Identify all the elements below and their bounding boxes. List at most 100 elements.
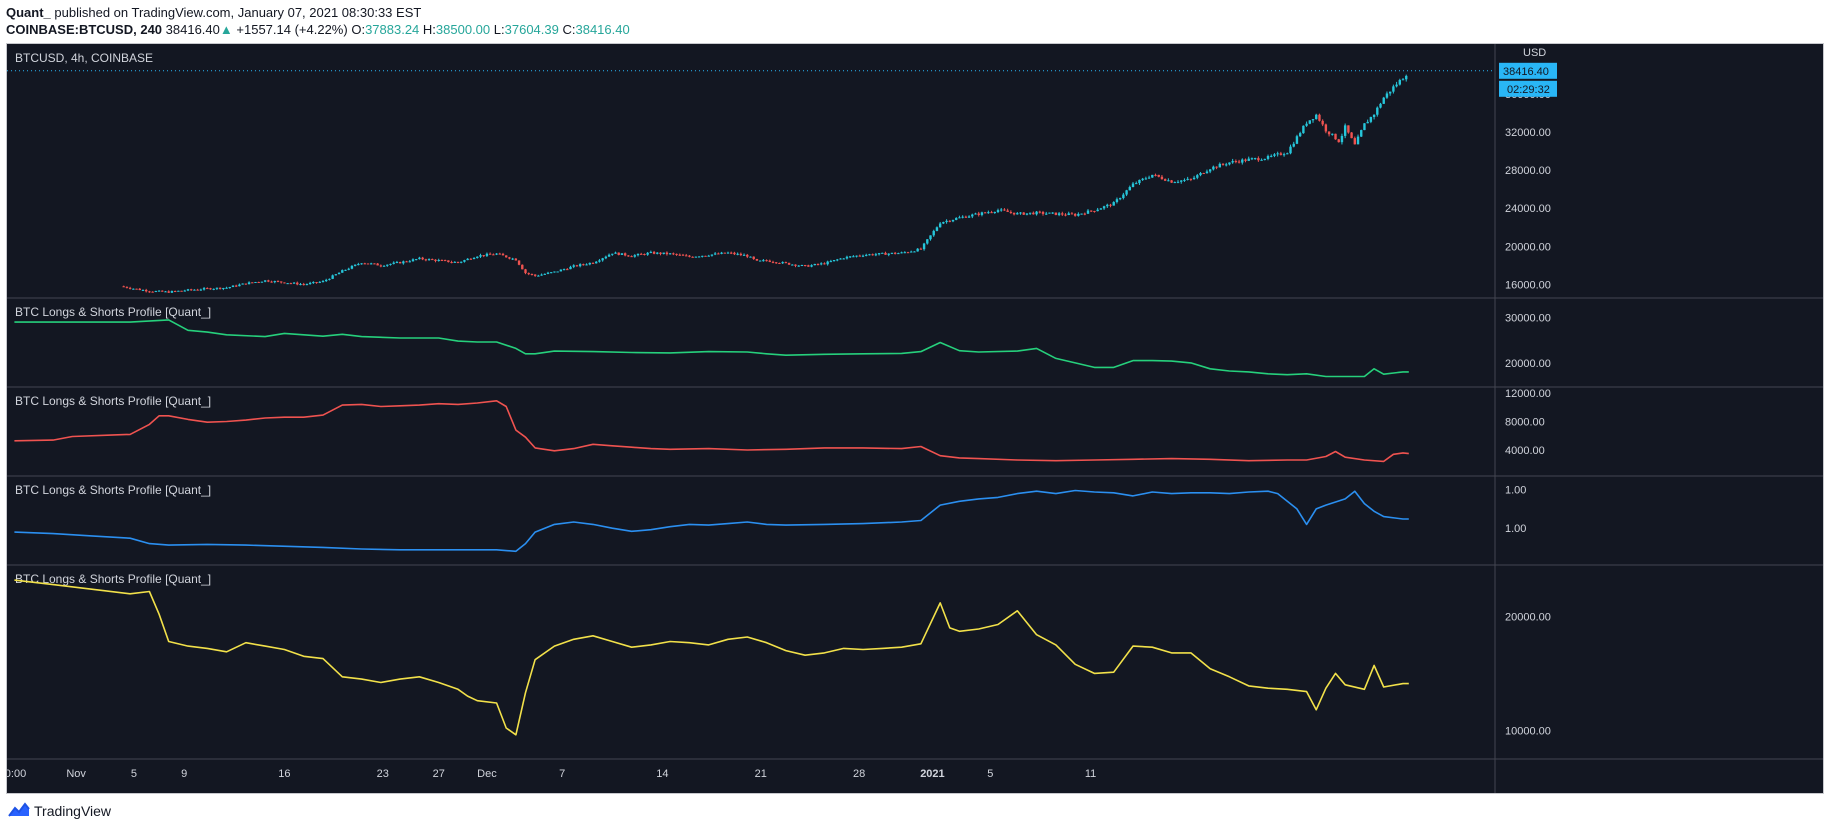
- candle-body: [1298, 133, 1302, 137]
- candle-body: [145, 289, 148, 292]
- candle-body: [247, 282, 251, 285]
- candle-body: [974, 213, 977, 215]
- candle-body: [1266, 156, 1270, 159]
- candle-body: [1366, 121, 1369, 124]
- chart-header: Quant_ published on TradingView.com, Jan…: [0, 0, 1828, 44]
- candle-body: [874, 254, 878, 256]
- candle-body: [296, 282, 299, 285]
- candle-body: [681, 254, 685, 256]
- candle-body: [353, 264, 357, 266]
- candle-body: [668, 253, 672, 255]
- candle-body: [517, 260, 521, 265]
- candle-body: [797, 265, 800, 267]
- candle-body: [1315, 114, 1318, 120]
- candle-body: [1270, 155, 1273, 157]
- candle-body: [569, 266, 572, 270]
- candle-body: [852, 256, 855, 258]
- high-value: 38500.00: [435, 22, 491, 37]
- candle-body: [1054, 212, 1058, 215]
- chart-canvas[interactable]: 0:00 Nov 5 9 16 23 27 Dec 7 14 21 28 2021 5 11 BTCUSD, …: [5, 44, 1823, 793]
- candle-body: [884, 252, 887, 255]
- candle-body: [341, 270, 344, 273]
- candle-body: [482, 255, 485, 257]
- candle-body: [1041, 211, 1045, 214]
- candle-body: [829, 261, 833, 263]
- candle-body: [601, 258, 604, 261]
- candle-body: [1208, 169, 1212, 172]
- candle-body: [132, 288, 135, 290]
- indicator-series-line: [14, 319, 1409, 378]
- candle-body: [900, 252, 903, 254]
- footer: TradingView: [0, 794, 1828, 828]
- candle-body: [726, 252, 730, 254]
- candle-body: [1183, 179, 1186, 181]
- candle-body: [877, 253, 881, 255]
- candle-body: [865, 254, 868, 256]
- candle-body: [665, 252, 669, 255]
- candle-body: [257, 282, 260, 284]
- tradingview-logo-icon[interactable]: [7, 802, 31, 821]
- publisher-name[interactable]: Quant_: [6, 5, 51, 20]
- candle-body: [1167, 180, 1170, 182]
- candle-body: [392, 262, 395, 264]
- candle-body: [787, 262, 791, 265]
- candle-body: [951, 219, 955, 222]
- candle-body: [1051, 212, 1054, 214]
- candle-body: [906, 252, 910, 254]
- candle-body: [1196, 175, 1199, 178]
- candle-body: [1350, 132, 1353, 139]
- candle-body: [177, 290, 180, 292]
- candle-body: [366, 263, 370, 265]
- candle-body: [720, 252, 723, 254]
- candle-body: [1353, 138, 1357, 145]
- x-tick-label: 16: [278, 768, 290, 780]
- candle-body: [251, 282, 254, 284]
- footer-brand[interactable]: TradingView: [34, 803, 112, 819]
- candle-body: [148, 291, 151, 293]
- candle-body: [334, 274, 338, 276]
- candle-body: [312, 282, 315, 284]
- x-tick-label: 9: [181, 768, 187, 780]
- candle-body: [154, 291, 158, 293]
- candle-body: [1360, 130, 1363, 137]
- candle-body: [742, 254, 746, 256]
- candle-body: [1225, 164, 1228, 166]
- candle-body: [501, 253, 505, 256]
- candle-body: [363, 263, 366, 265]
- last-price-tag: [1499, 62, 1557, 79]
- candle-body: [1012, 212, 1016, 215]
- candle-body: [1138, 179, 1141, 184]
- candle-body: [1379, 103, 1382, 108]
- candle-body: [206, 288, 209, 290]
- candle-body: [190, 289, 193, 291]
- candle-body: [646, 252, 649, 255]
- candle-body: [623, 253, 627, 256]
- candle-body: [1308, 120, 1312, 124]
- candle-body: [527, 273, 530, 275]
- candle-body: [938, 223, 942, 228]
- price-tick-label: 20000.00: [1505, 241, 1551, 253]
- candle-body: [861, 255, 865, 257]
- candle-body: [1176, 181, 1180, 183]
- candle-body: [151, 291, 154, 293]
- candle-body: [402, 261, 405, 264]
- candle-body: [1083, 213, 1086, 215]
- candle-body: [1376, 107, 1379, 115]
- candle-body: [1122, 194, 1125, 199]
- candle-body: [514, 258, 518, 261]
- candle-body: [611, 253, 614, 255]
- candle-body: [1096, 209, 1099, 212]
- symbol-label[interactable]: COINBASE:BTCUSD, 240: [6, 22, 163, 37]
- chart-area[interactable]: 0:00 Nov 5 9 16 23 27 Dec 7 14 21 28 2021 5 11 BTCUSD, …: [5, 43, 1824, 794]
- candle-body: [955, 218, 958, 220]
- candle-body: [1009, 211, 1013, 213]
- candle-body: [495, 253, 498, 255]
- x-tick-label: 0:00: [7, 768, 26, 780]
- candle-body: [656, 252, 659, 254]
- candle-body: [675, 253, 678, 255]
- candle-body: [922, 243, 926, 250]
- candle-body: [1067, 213, 1070, 215]
- candle-body: [855, 255, 858, 257]
- candle-body: [736, 253, 739, 255]
- candle-body: [723, 252, 726, 254]
